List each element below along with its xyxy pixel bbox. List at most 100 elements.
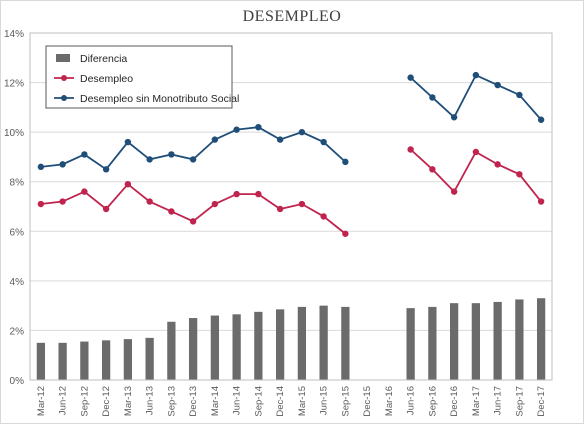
data-point	[211, 200, 219, 208]
x-tick-label: Sep-17	[514, 386, 525, 417]
data-point	[450, 188, 458, 195]
data-point	[168, 151, 175, 158]
bar	[232, 314, 241, 380]
x-tick-label: Mar-12	[36, 386, 47, 416]
data-point	[472, 71, 480, 79]
data-point	[102, 166, 110, 173]
data-point	[429, 166, 436, 173]
x-tick-label: Dec-17	[536, 386, 547, 417]
chart-title: DESEMPLEO	[242, 8, 342, 25]
y-tick-label: 6%	[10, 227, 25, 238]
data-point	[342, 158, 349, 166]
data-point	[211, 136, 219, 143]
data-point	[472, 148, 480, 156]
x-tick-label: Dec-13	[188, 386, 199, 417]
data-point	[494, 161, 501, 168]
x-tick-label: Sep-12	[79, 386, 90, 417]
data-point	[37, 200, 45, 208]
legend-box	[45, 45, 233, 109]
y-tick-label: 0%	[10, 376, 25, 387]
data-point	[407, 74, 414, 81]
data-point	[168, 208, 175, 215]
x-tick-label: Mar-13	[123, 386, 134, 416]
bar	[275, 309, 285, 380]
data-point	[320, 138, 327, 146]
data-point	[146, 156, 153, 163]
bar	[341, 306, 350, 380]
legend-swatch-marker	[61, 95, 67, 101]
bar	[536, 298, 546, 380]
bar	[471, 303, 481, 380]
legend-label: Diferencia	[80, 53, 127, 65]
bar	[167, 321, 176, 380]
x-tick-label: Jun-12	[58, 386, 69, 415]
x-tick-label: Dec-15	[362, 386, 373, 417]
data-point	[146, 198, 153, 205]
data-point	[37, 163, 45, 171]
x-tick-label: Jun-15	[319, 386, 330, 415]
data-point	[537, 198, 545, 205]
data-point	[342, 230, 349, 237]
data-point	[124, 138, 132, 146]
line-series	[37, 146, 545, 237]
data-point	[276, 205, 284, 213]
data-point	[450, 114, 458, 121]
x-tick-label: Jun-17	[493, 386, 504, 415]
bar	[406, 308, 415, 380]
x-tick-label: Dec-14	[275, 386, 286, 417]
x-tick-label: Sep-13	[166, 386, 177, 417]
x-tick-label: Mar-17	[471, 386, 482, 416]
bar	[36, 342, 46, 380]
y-tick-label: 8%	[10, 178, 25, 189]
bar	[210, 315, 220, 380]
bar	[80, 341, 89, 380]
bar	[58, 342, 67, 380]
x-tick-label: Mar-15	[297, 386, 308, 416]
y-tick-label: 14%	[4, 29, 24, 40]
data-point	[59, 161, 66, 168]
bar	[319, 305, 328, 380]
x-tick-label: Mar-14	[210, 386, 221, 416]
bar	[123, 339, 133, 380]
data-point	[298, 200, 306, 208]
bar	[493, 301, 502, 380]
bar	[449, 303, 459, 380]
x-tick-label: Sep-16	[427, 386, 438, 417]
x-tick-label: Dec-12	[101, 386, 112, 417]
x-tick-label: Sep-15	[340, 386, 351, 417]
y-tick-label: 10%	[4, 128, 24, 139]
data-point	[233, 190, 240, 198]
x-tick-label: Mar-16	[384, 386, 395, 416]
data-point	[59, 198, 66, 205]
data-point	[516, 171, 523, 178]
data-point	[189, 156, 197, 163]
y-tick-label: 4%	[10, 277, 25, 288]
legend-label: Desempleo	[80, 73, 133, 85]
bar	[188, 318, 198, 380]
data-point	[537, 116, 545, 123]
legend: Diferencia Desempleo Desempleo sin Monotri…	[45, 45, 239, 109]
data-point	[320, 213, 327, 220]
y-tick-label: 2%	[10, 326, 25, 337]
data-point	[255, 190, 262, 198]
data-point	[407, 146, 414, 153]
data-point	[81, 188, 88, 195]
line-series	[37, 71, 545, 173]
data-point	[429, 94, 436, 101]
data-point	[81, 151, 88, 158]
y-tick-label: 12%	[4, 79, 24, 90]
bar	[297, 306, 307, 380]
bar	[101, 340, 111, 380]
data-point	[102, 205, 110, 213]
data-point	[516, 91, 523, 99]
data-point	[494, 81, 501, 89]
bar	[254, 311, 263, 380]
data-point	[298, 128, 306, 136]
x-tick-label: Jun-14	[232, 386, 243, 415]
x-tick-label: Jun-16	[406, 386, 417, 415]
data-point	[124, 180, 132, 188]
bar	[145, 337, 154, 380]
legend-swatch-marker	[61, 75, 67, 81]
